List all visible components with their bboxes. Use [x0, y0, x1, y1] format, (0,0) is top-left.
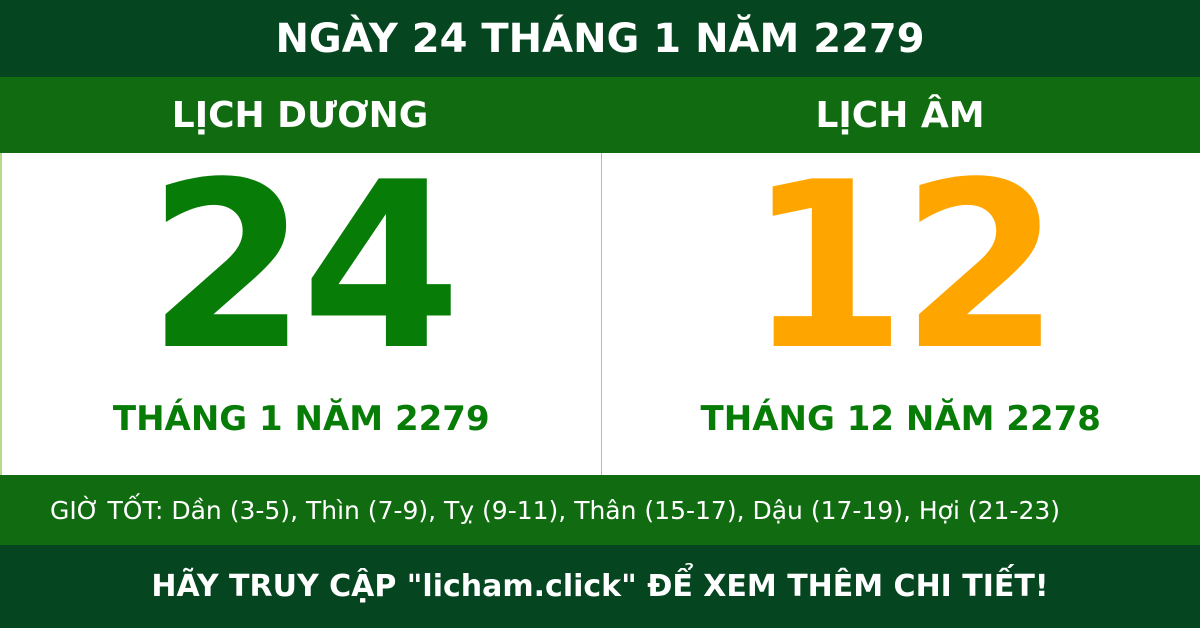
solar-month-year: THÁNG 1 NĂM 2279 — [112, 399, 490, 439]
solar-column: 24 THÁNG 1 NĂM 2279 — [0, 153, 602, 475]
lunar-month-year: THÁNG 12 NĂM 2278 — [700, 399, 1101, 439]
footer-cta: HÃY TRUY CẬP "licham.click" ĐỂ XEM THÊM … — [0, 545, 1200, 628]
solar-heading: LỊCH DƯƠNG — [171, 94, 429, 136]
lunar-day: 12 — [746, 134, 1061, 401]
lunar-column: 12 THÁNG 12 NĂM 2278 — [602, 153, 1200, 475]
calendar-headings: LỊCH DƯƠNG LỊCH ÂM — [0, 77, 1200, 153]
lunar-heading: LỊCH ÂM — [815, 94, 985, 136]
good-hours: GIỜ TỐT: Dần (3-5), Thìn (7-9), Tỵ (9-11… — [0, 475, 1200, 545]
calendar-body: 24 THÁNG 1 NĂM 2279 12 THÁNG 12 NĂM 2278 — [0, 153, 1200, 475]
solar-day: 24 — [147, 134, 461, 401]
page-title: NGÀY 24 THÁNG 1 NĂM 2279 — [0, 0, 1200, 77]
